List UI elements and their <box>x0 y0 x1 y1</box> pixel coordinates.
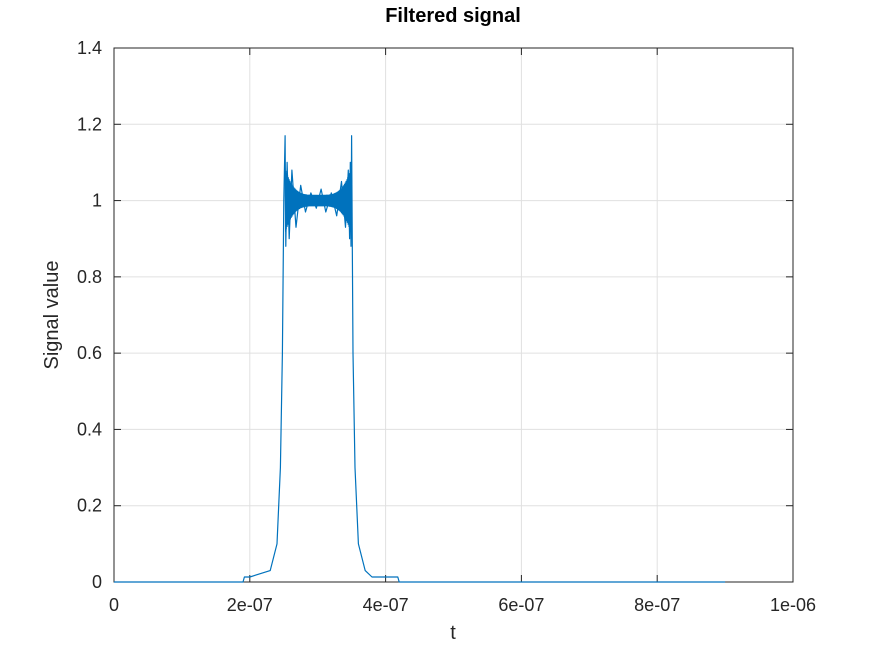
y-tick-label: 1.4 <box>77 38 102 58</box>
axes: 0 2e-07 4e-07 6e-07 8e-07 1e-06 0 0.2 0.4 0.6 0.8 1… <box>77 38 816 615</box>
x-tick-label: 0 <box>109 595 119 615</box>
x-tick-label: 4e-07 <box>363 595 409 615</box>
plot-frame <box>113 47 794 583</box>
y-tick-label: 0.6 <box>77 343 102 363</box>
x-tick-label: 8e-07 <box>634 595 680 615</box>
chart-title: Filtered signal <box>385 5 521 27</box>
grid <box>113 47 794 583</box>
y-tick-label: 1.2 <box>77 114 102 134</box>
x-tick-label: 1e-06 <box>770 595 816 615</box>
y-tick-label: 0.4 <box>77 419 102 439</box>
ripple-band <box>284 168 352 232</box>
x-tick-label: 2e-07 <box>227 595 273 615</box>
series-line <box>114 135 726 583</box>
y-tick-label: 1 <box>92 191 102 211</box>
y-tick-label: 0 <box>92 572 102 592</box>
x-tick-label: 6e-07 <box>498 595 544 615</box>
x-axis-label: t <box>450 622 456 644</box>
y-tick-label: 0.8 <box>77 267 102 287</box>
series-layer <box>114 135 726 583</box>
y-tick-label: 0.2 <box>77 496 102 516</box>
y-axis-label: Signal value <box>41 261 63 370</box>
